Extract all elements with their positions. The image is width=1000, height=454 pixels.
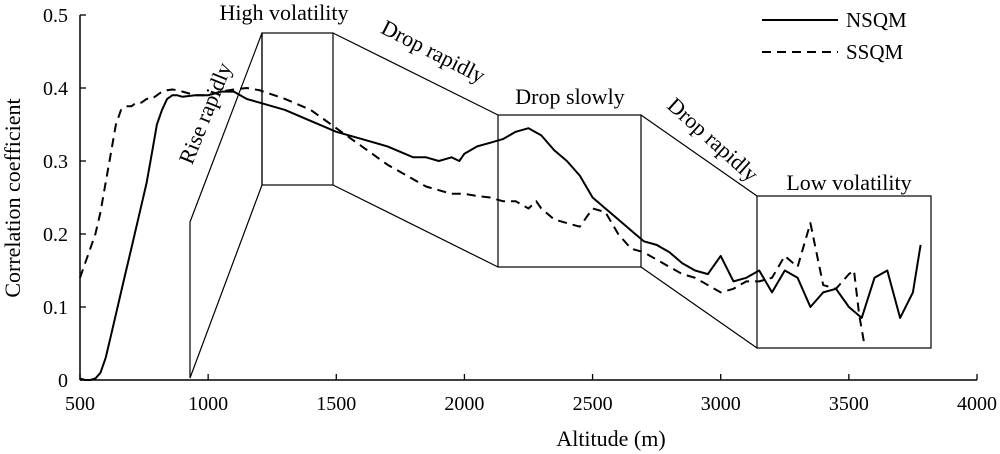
y-tick-label: 0.5 xyxy=(43,5,68,27)
rise-rapidly-band xyxy=(189,32,263,379)
stage-annotation: Rise rapidly xyxy=(173,59,236,168)
stage-callouts xyxy=(189,32,932,379)
x-tick-label: 1500 xyxy=(316,393,356,415)
x-tick-label: 4000 xyxy=(957,393,997,415)
drop-rapidly-1-top xyxy=(332,32,499,116)
legend-label-nsqm: NSQM xyxy=(846,8,907,32)
drop-rapidly-2-top xyxy=(640,114,758,197)
drop-rapidly-2-bottom xyxy=(640,266,758,349)
x-tick-label: 2500 xyxy=(573,393,613,415)
y-tick-label: 0.4 xyxy=(43,78,68,100)
drop-rapidly-1-bottom xyxy=(332,184,499,268)
y-tick-label: 0.2 xyxy=(43,224,68,246)
stage-annotations: Rise rapidly High volatility Drop rapidly D… xyxy=(173,0,911,195)
y-tick-label: 0.3 xyxy=(43,151,68,173)
stage-annotation: Drop rapidly xyxy=(663,92,764,186)
y-tick-label: 0.1 xyxy=(43,297,68,319)
stage-annotation: Drop rapidly xyxy=(377,15,489,89)
y-axis-label: Correlation coefficient xyxy=(0,98,25,297)
stage-annotation: Low volatility xyxy=(786,170,911,195)
x-tick-label: 500 xyxy=(65,393,95,415)
y-tick-label: 0 xyxy=(58,370,68,392)
x-axis-label: Altitude (m) xyxy=(556,426,665,451)
x-tick-labels: 500 1000 1500 2000 2500 3000 3500 4000 xyxy=(65,393,997,415)
legend-label-ssqm: SSQM xyxy=(846,40,904,64)
x-tick-label: 2000 xyxy=(444,393,484,415)
drop-slowly-box xyxy=(497,114,642,268)
x-tick-label: 3000 xyxy=(701,393,741,415)
x-tick-label: 1000 xyxy=(188,393,228,415)
stage-annotation: Drop slowly xyxy=(515,84,624,109)
series-lines xyxy=(79,87,922,381)
axes xyxy=(79,14,978,381)
y-tick-labels: 0 0.1 0.2 0.3 0.4 0.5 xyxy=(43,5,68,392)
legend: NSQM SSQM xyxy=(762,8,907,64)
x-tick-label: 3500 xyxy=(829,393,869,415)
series-line-nsqm xyxy=(79,90,922,381)
stage-annotation: High volatility xyxy=(220,0,349,25)
high-volatility-box xyxy=(261,32,334,186)
